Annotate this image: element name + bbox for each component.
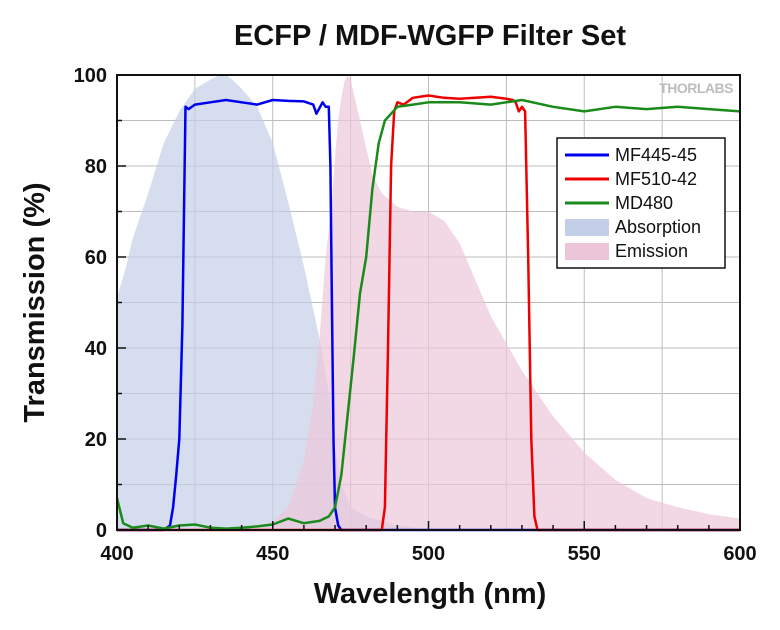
legend-label-mf510-42: MF510-42 bbox=[615, 169, 697, 189]
x-tick-label-450: 450 bbox=[256, 543, 289, 565]
y-tick-label-80: 80 bbox=[85, 156, 107, 178]
legend-swatch-emission bbox=[565, 243, 609, 260]
series-mf445-45-line bbox=[117, 98, 740, 532]
x-axis-label: Wavelength (nm) bbox=[314, 578, 547, 610]
ticks: 400 450 500 550 600 0 20 40 60 80 100 bbox=[74, 65, 757, 565]
legend-swatch-absorption bbox=[565, 219, 609, 236]
legend: MF445-45 MF510-42 MD480 Absorption Emission bbox=[556, 137, 726, 269]
x-tick-label-550: 550 bbox=[568, 543, 601, 565]
series-md480-line bbox=[115, 98, 741, 530]
watermark-thorlabs: THORLABS bbox=[659, 80, 733, 96]
x-tick-label-600: 600 bbox=[723, 543, 756, 565]
legend-label-mf445-45: MF445-45 bbox=[615, 145, 697, 165]
y-tick-label-20: 20 bbox=[85, 429, 107, 451]
line-series bbox=[115, 94, 741, 532]
y-axis-label: Transmission (%) bbox=[19, 182, 51, 422]
legend-label-md480: MD480 bbox=[615, 193, 673, 213]
series-emission-area bbox=[117, 75, 740, 530]
chart-title: ECFP / MDF-WGFP Filter Set bbox=[234, 20, 626, 52]
x-tick-label-400: 400 bbox=[100, 543, 133, 565]
y-tick-label-100: 100 bbox=[74, 65, 107, 87]
area-series bbox=[117, 75, 740, 530]
legend-label-absorption: Absorption bbox=[615, 217, 701, 237]
x-tick-label-500: 500 bbox=[412, 543, 445, 565]
series-absorption-area bbox=[117, 75, 429, 530]
y-tick-label-40: 40 bbox=[85, 338, 107, 360]
y-tick-label-60: 60 bbox=[85, 247, 107, 269]
y-tick-label-0: 0 bbox=[96, 520, 107, 542]
legend-label-emission: Emission bbox=[615, 241, 688, 261]
series-mf510-42-line bbox=[117, 94, 740, 532]
